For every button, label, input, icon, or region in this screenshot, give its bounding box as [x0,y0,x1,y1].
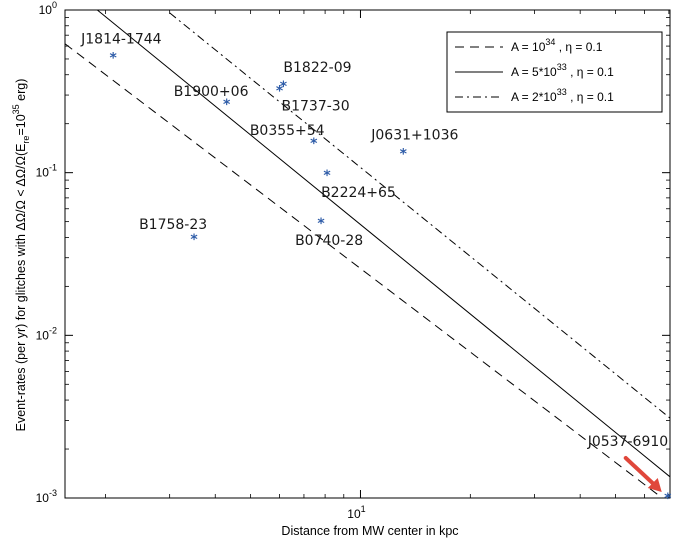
highlight-arrow [623,456,658,488]
y-tick-label: 10-2 [36,325,57,342]
legend: A = 1034 , η = 0.1 A = 5*1033 , η = 0.1 A … [446,31,663,113]
y-tick-label: 100 [39,0,57,17]
series-line-1 [96,10,670,478]
data-points: *J1814-1744*B1900+06 *B1822-09*B1737-30*B… [80,32,672,507]
x-axis-label: Distance from MW center in kpc [281,524,458,538]
legend-entry: A = 5*1033 , η = 0.1 [511,62,614,79]
data-point-marker: * [317,216,325,232]
data-point-marker: * [223,97,231,113]
data-point-label: J0537-6910 [587,434,668,450]
data-point-label: B1758-23 [139,217,207,233]
data-point-marker: * [400,147,408,163]
data-point-marker: * [310,136,318,152]
data-point-marker: * [664,491,672,507]
data-point-marker: * [190,232,198,248]
data-point-marker: * [109,51,117,67]
data-point-label: J1814-1744 [80,32,162,48]
data-point-label: B0355+54 [250,123,325,139]
plot-frame [64,9,671,499]
highlight-arrow-head [647,478,662,492]
data-point-label: B1737-30 [282,98,350,114]
data-point-marker: * [323,168,331,184]
data-point-label: B2224+65 [321,185,396,201]
y-axis-label: Event-rates (per yr) for glitches with Δ… [11,79,31,432]
x-tick-label: 101 [347,504,365,521]
data-point-label: B0740-28 [295,233,363,249]
data-point-label: B1900+06 [174,84,249,100]
data-point-marker: * [276,83,284,99]
series-line-0 [65,43,664,498]
legend-entry: A = 2*1033 , η = 0.1 [511,87,614,104]
y-tick-label: 10-1 [36,163,57,180]
data-point-label: B1822-09 [283,60,351,76]
legend-entry: A = 1034 , η = 0.1 [511,37,603,54]
data-point-label: J0631+1036 [370,128,458,144]
data-point-marker: * [280,79,288,95]
series-lines [65,10,670,498]
y-tick-label: 10-3 [36,488,57,505]
